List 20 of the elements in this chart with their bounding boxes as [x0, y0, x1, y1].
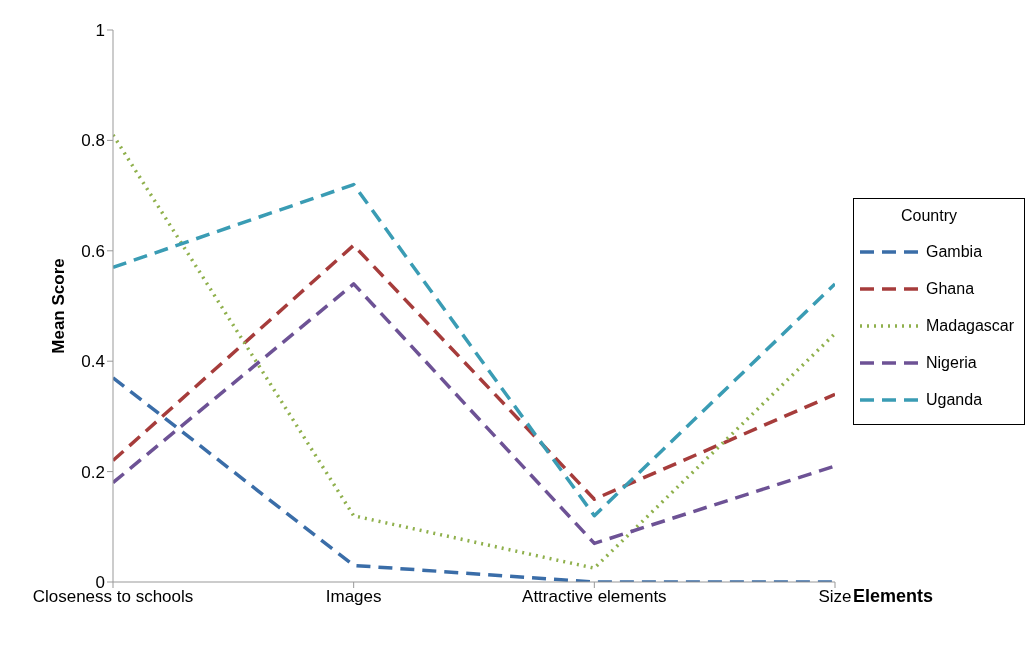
y-tick-label: 0.2: [81, 462, 105, 482]
y-axis-title: Mean Score: [49, 258, 69, 354]
legend-label: Nigeria: [926, 353, 977, 372]
x-tick-label: Attractive elements: [522, 587, 667, 607]
x-tick-label: Images: [325, 587, 382, 607]
line-series: [113, 282, 835, 546]
x-axis-title: Elements: [853, 586, 934, 607]
legend-label: Madagascar: [926, 316, 1015, 335]
y-tick-label: 0.6: [81, 241, 105, 261]
legend-label: Uganda: [926, 390, 983, 409]
legend-label: Ghana: [926, 279, 975, 298]
line-series: [113, 182, 835, 518]
legend-label: Gambia: [926, 242, 983, 261]
x-tick-label: Size: [818, 587, 852, 607]
y-tick-label: 0.4: [81, 352, 105, 372]
line-series: [113, 133, 835, 570]
y-tick-label: 1: [95, 21, 105, 41]
legend-title: Country: [900, 207, 958, 225]
line-series: [113, 243, 835, 501]
y-tick-label: 0.8: [81, 131, 105, 151]
